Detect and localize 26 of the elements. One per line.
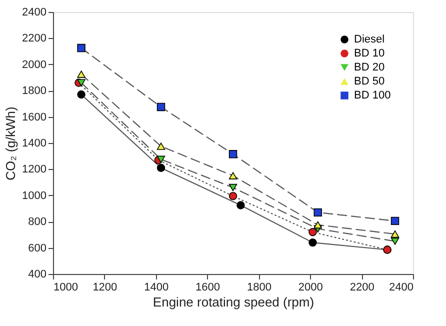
y-tick-label: 400 [28, 268, 46, 280]
y-tick-label: 1800 [22, 85, 46, 98]
y-tick-label: 2000 [22, 58, 46, 71]
legend-label: Diesel [354, 34, 385, 46]
x-tick-label: 1000 [54, 282, 78, 294]
y-tick-label: 1000 [22, 190, 46, 202]
y-tick-label: 2400 [22, 6, 46, 18]
y-tick-label: 1600 [22, 111, 46, 124]
y-tick-label: 1200 [22, 164, 46, 176]
y-tick-label: 600 [28, 242, 46, 254]
x-tick-label: 2400 [389, 282, 414, 294]
legend-label: BD 20 [354, 62, 385, 74]
y-axis-title: CO₂ (g/kWh) [3, 106, 18, 180]
x-tick-label: 2200 [350, 282, 374, 294]
x-tick-label: 1200 [92, 282, 118, 294]
legend-label: BD 50 [354, 76, 385, 88]
y-tick-label: 2200 [22, 32, 46, 45]
legend-label: BD 10 [354, 48, 385, 60]
x-axis-title: Engine rotating speed (rpm) [152, 294, 314, 310]
y-tick-label: 800 [28, 216, 46, 228]
y-tick-label: 1400 [22, 138, 46, 150]
x-tick-label: 1800 [246, 282, 272, 294]
x-tick-label: 1600 [196, 282, 220, 294]
legend-label: BD 100 [354, 90, 391, 102]
x-tick-label: 1400 [144, 282, 169, 294]
x-tick-label: 2000 [298, 282, 323, 294]
